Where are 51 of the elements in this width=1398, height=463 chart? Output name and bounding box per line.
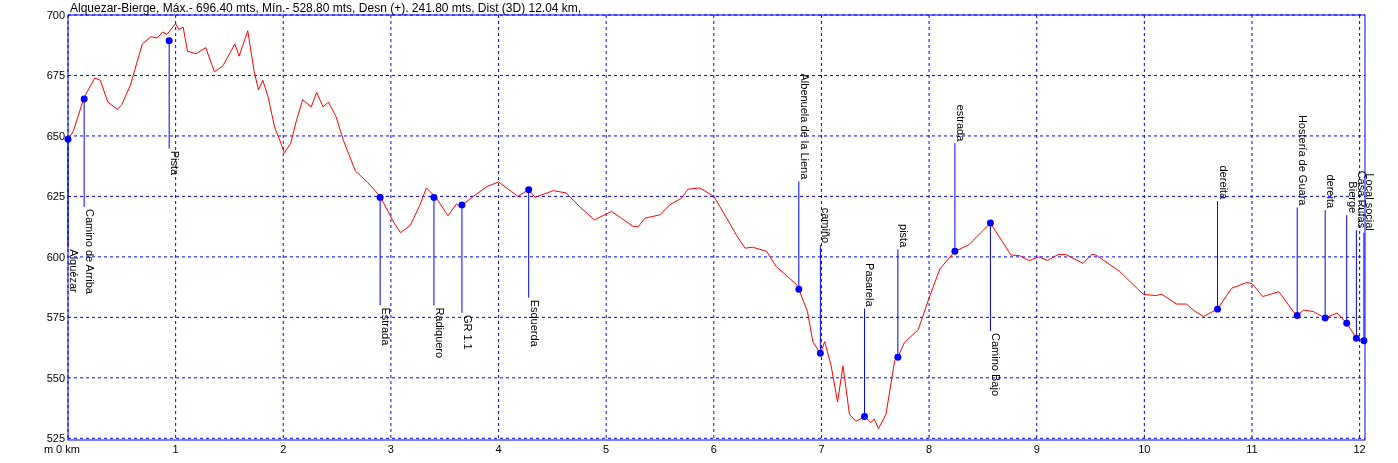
x-tick-label: 7	[818, 443, 825, 455]
annotation: Alquézar	[68, 249, 80, 294]
x-tick-label: 9	[1033, 443, 1040, 455]
point	[1214, 305, 1222, 313]
y-tick-label: 550	[46, 371, 65, 384]
y-tick-label: 525	[46, 432, 65, 445]
point	[816, 349, 824, 357]
x-tick-label: 2	[280, 443, 287, 455]
annotation: Albenuela de la Liena	[798, 73, 811, 181]
annotation: Pasarela	[864, 263, 877, 308]
annotation: Camino Bajo	[990, 333, 1003, 397]
annotation: Pista	[169, 150, 182, 176]
x-tick-label: 5	[603, 443, 610, 455]
x-tick-label: 12	[1353, 443, 1366, 455]
x-tick-label: 1	[172, 443, 179, 455]
annotation: Esquerda	[528, 299, 541, 348]
x-tick-label: 11	[1246, 443, 1258, 455]
x-tick-label: 4	[495, 443, 502, 455]
annotation: estrada	[954, 104, 967, 143]
x-tick-label: 3	[387, 443, 394, 455]
y-axis-title: m	[44, 443, 54, 455]
x-tick-label: 8	[926, 443, 933, 455]
point	[1321, 314, 1329, 322]
y-tick-label: 600	[46, 250, 65, 263]
annotation: Bierge	[1346, 181, 1359, 214]
x-tick-label: 10	[1138, 443, 1151, 455]
annotation: Estrada	[380, 307, 393, 347]
annotation: dereita	[1325, 174, 1338, 209]
y-tick-label: 575	[46, 311, 65, 324]
annotation: dereita	[1217, 165, 1230, 201]
point	[525, 186, 533, 194]
y-tick-label: 675	[46, 69, 65, 82]
annotation: Radiquero	[433, 307, 446, 359]
y-tick-label: 700	[46, 8, 65, 21]
point	[795, 285, 803, 293]
point	[1352, 334, 1360, 342]
y-tick-label: 650	[46, 129, 65, 142]
point	[165, 37, 173, 45]
annotation: GR 1.1	[461, 314, 474, 350]
annotation: Hostería de Guara	[1297, 114, 1310, 207]
point	[1343, 319, 1351, 327]
x-tick-label: 6	[710, 443, 717, 455]
annotation: camiño	[820, 207, 833, 244]
chart-title: Alquezar-Bierge, Máx.- 696.40 mts, Mín.- 528.80 mts, Desn (+). 241.80 mts, Dist (3D) 12.04 km,	[70, 1, 582, 15]
point	[861, 413, 868, 421]
y-tick-label: 625	[46, 190, 65, 203]
annotation: Camino de Arriba	[84, 208, 97, 295]
x-tick-label: 0 km	[56, 443, 80, 455]
annotation: pista	[897, 224, 910, 249]
point	[1293, 311, 1301, 319]
point	[986, 219, 994, 227]
